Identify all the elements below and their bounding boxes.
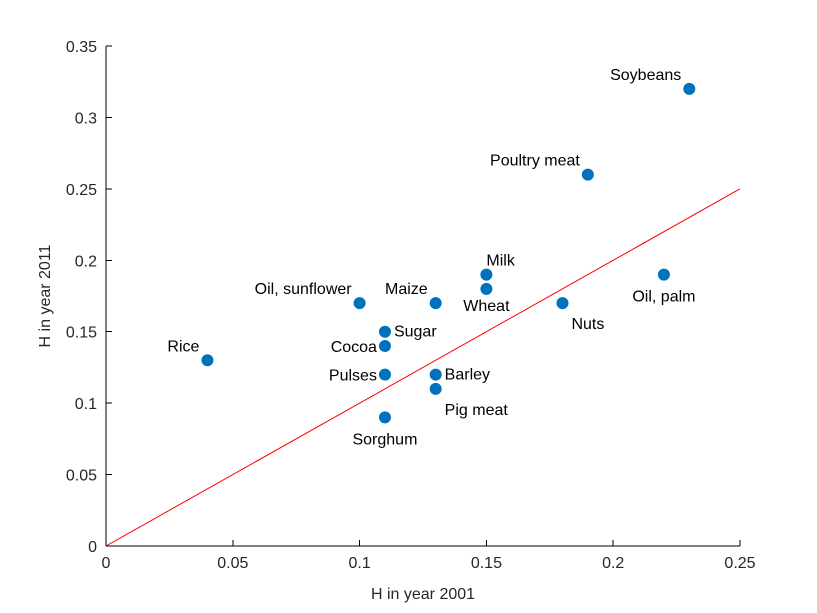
y-tick-label: 0.3 xyxy=(75,110,97,127)
point-label-rice: Rice xyxy=(167,338,199,355)
y-tick-label: 0.2 xyxy=(75,253,97,270)
x-tick-label: 0.1 xyxy=(348,555,370,572)
point-label-nuts: Nuts xyxy=(571,316,604,333)
y-tick-label: 0.25 xyxy=(66,182,97,199)
point-label-pig-meat: Pig meat xyxy=(445,402,509,419)
y-tick-label: 0 xyxy=(88,539,97,556)
point-label-soybeans: Soybeans xyxy=(610,67,681,84)
point-label-oil-palm: Oil, palm xyxy=(632,289,695,306)
reference-line xyxy=(105,188,741,547)
x-tick-label: 0.15 xyxy=(471,555,502,572)
y-tick-label: 0.15 xyxy=(66,325,97,342)
y-axis-label: H in year 2011 xyxy=(37,244,54,347)
x-tick-label: 0.2 xyxy=(602,555,624,572)
point-label-barley: Barley xyxy=(445,367,490,384)
x-axis-label: H in year 2001 xyxy=(371,586,475,603)
y-tick-label: 0.1 xyxy=(75,396,97,413)
point-soybeans xyxy=(683,82,696,95)
point-rice xyxy=(201,354,214,367)
point-oil-sunflower xyxy=(353,297,366,310)
point-sugar xyxy=(378,325,391,338)
point-barley xyxy=(429,368,442,381)
point-sorghum xyxy=(378,411,391,424)
x-tick-label: 0.05 xyxy=(217,555,248,572)
point-oil-palm xyxy=(657,268,670,281)
point-wheat xyxy=(480,282,493,295)
point-poultry-meat xyxy=(581,168,594,181)
point-label-maize: Maize xyxy=(385,281,428,298)
point-cocoa xyxy=(378,340,391,352)
y-tick-label: 0.35 xyxy=(66,39,97,56)
x-tick-label: 0.25 xyxy=(724,555,755,572)
point-label-sugar: Sugar xyxy=(394,324,437,341)
point-label-pulses: Pulses xyxy=(329,368,377,385)
point-maize xyxy=(429,297,442,310)
point-label-sorghum: Sorghum xyxy=(352,431,417,448)
point-label-wheat: Wheat xyxy=(463,298,510,315)
point-pulses xyxy=(378,368,391,381)
point-milk xyxy=(480,268,493,281)
point-label-milk: Milk xyxy=(486,253,515,270)
point-label-cocoa: Cocoa xyxy=(331,339,377,356)
point-pig-meat xyxy=(429,382,442,395)
point-label-poultry-meat: Poultry meat xyxy=(490,153,580,170)
point-label-oil-sunflower: Oil, sunflower xyxy=(255,281,353,298)
x-tick-label: 0 xyxy=(102,555,111,572)
y-tick-label: 0.05 xyxy=(66,468,97,485)
point-nuts xyxy=(556,297,569,310)
